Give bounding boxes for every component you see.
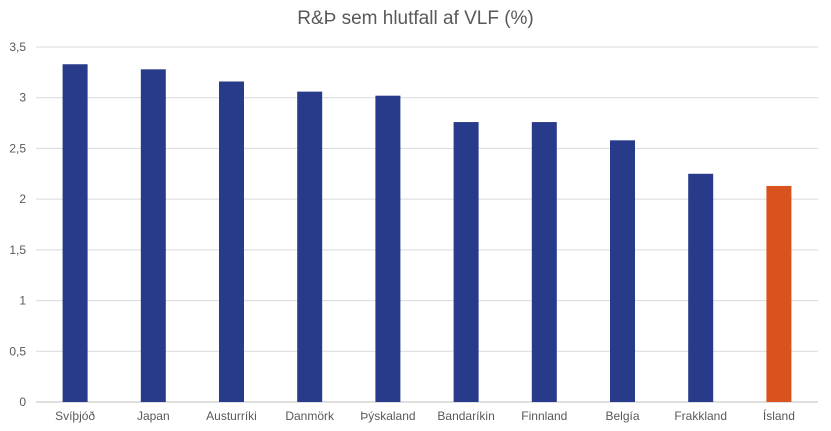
x-tick-label: Austurríki [206,409,257,423]
y-tick-label: 3,5 [9,40,26,54]
bar [766,185,792,402]
x-tick-label: Belgía [605,409,639,423]
bar [453,122,479,403]
x-tick-label: Frakkland [674,409,727,423]
y-tick-label: 0 [19,395,26,409]
x-tick-label: Svíþjóð [55,409,95,423]
bar [531,122,557,403]
y-tick-label: 2 [19,192,26,206]
y-tick-label: 0,5 [9,344,26,358]
y-tick-label: 1 [19,294,26,308]
x-tick-label: Þýskaland [360,409,415,423]
x-tick-label: Ísland [763,408,795,423]
x-tick-label: Bandaríkin [437,409,494,423]
chart-title: R&Þ sem hlutfall af VLF (%) [297,8,534,29]
y-tick-label: 1,5 [9,243,26,257]
bar [219,81,244,402]
bar [62,64,88,402]
bar [297,91,323,402]
y-tick-label: 2,5 [9,141,26,155]
x-tick-label: Japan [137,409,170,423]
bar [375,95,401,402]
bar [140,69,166,403]
bar [688,173,714,402]
bar [610,140,635,403]
y-tick-label: 3 [19,91,26,105]
x-tick-label: Finnland [521,409,567,423]
x-tick-label: Danmörk [285,409,335,423]
